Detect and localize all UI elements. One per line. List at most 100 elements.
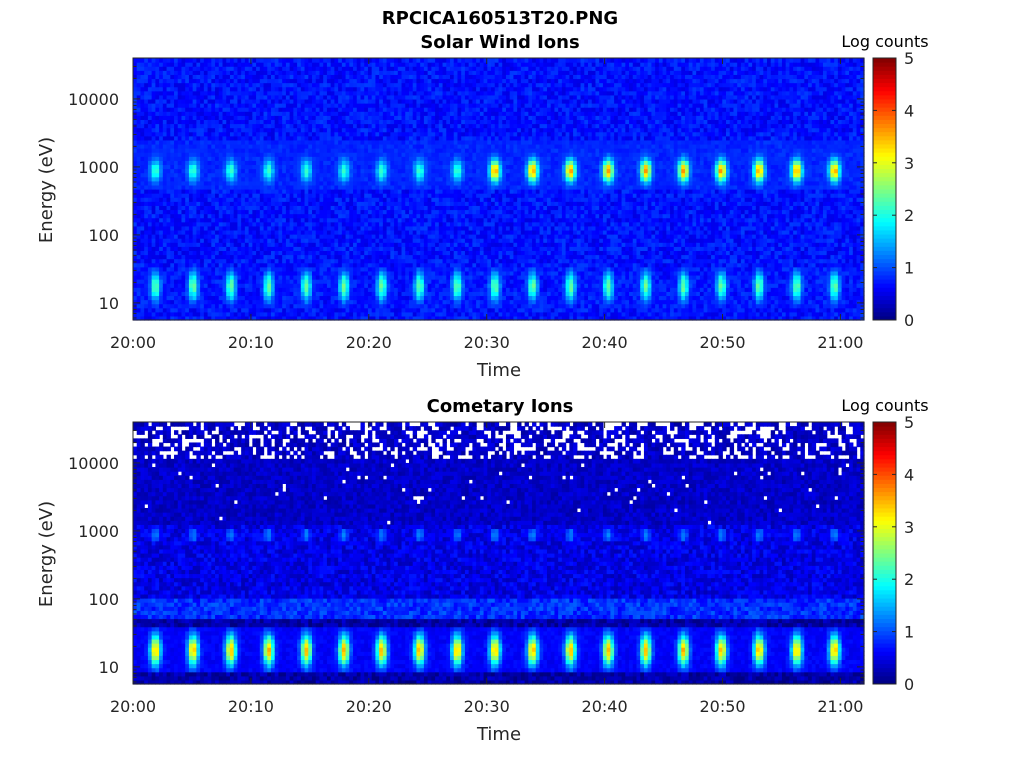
heatmap-cell [208,205,212,210]
heatmap-cell [159,70,163,75]
heatmap-cell [402,156,406,161]
heatmap-cell [245,160,249,165]
heatmap-cell [286,152,290,157]
heatmap-cell [185,181,189,186]
heatmap-cell [293,115,297,120]
heatmap-cell [237,99,241,104]
heatmap-cell [223,128,227,133]
heatmap-cell [260,287,264,292]
heatmap-cell [170,181,174,186]
heatmap-cell [181,169,185,174]
heatmap-cell [319,283,323,288]
heatmap-cell [193,287,197,292]
heatmap-cell [137,140,141,145]
heatmap-cell [342,156,346,161]
heatmap-cell [312,193,316,198]
heatmap-cell [252,234,256,239]
heatmap-cell [155,58,159,63]
heatmap-cell [416,164,420,169]
heatmap-cell [211,300,215,305]
heatmap-cell [137,255,141,260]
heatmap-cell [368,66,372,71]
heatmap-cell [155,70,159,75]
heatmap-cell [275,177,279,182]
heatmap-cell [364,115,368,120]
heatmap-cell [420,259,424,264]
heatmap-cell [413,295,417,300]
heatmap-cell [181,95,185,100]
heatmap-cell [416,205,420,210]
heatmap-cell [305,308,309,313]
heatmap-cell [342,83,346,88]
heatmap-cell [170,201,174,206]
heatmap-cell [144,218,148,223]
heatmap-cell [409,308,413,313]
heatmap-cell [357,312,361,317]
heatmap-cell [223,91,227,96]
heatmap-cell [178,83,182,88]
heatmap-cell [271,214,275,219]
heatmap-cell [394,304,398,309]
heatmap-cell [241,246,245,251]
heatmap-cell [230,124,234,129]
heatmap-cell [264,99,268,104]
heatmap-cell [148,295,152,300]
heatmap-cell [316,111,320,116]
heatmap-cell [189,197,193,202]
heatmap-cell [181,74,185,79]
heatmap-cell [405,230,409,235]
heatmap-cell [144,205,148,210]
heatmap-cell [323,103,327,108]
heatmap-cell [361,226,365,231]
heatmap-cell [159,312,163,317]
heatmap-cell [204,283,208,288]
heatmap-cell [368,259,372,264]
heatmap-cell [167,201,171,206]
heatmap-cell [346,74,350,79]
heatmap-cell [208,74,212,79]
heatmap-cell [357,234,361,239]
heatmap-cell [301,234,305,239]
heatmap-cell [379,246,383,251]
heatmap-cell [271,250,275,255]
heatmap-cell [301,181,305,186]
heatmap-cell [163,263,167,268]
heatmap-cell [185,234,189,239]
heatmap-cell [215,312,219,317]
heatmap-cell [346,164,350,169]
heatmap-cell [264,275,268,280]
heatmap-cell [327,267,331,272]
heatmap-cell [219,197,223,202]
heatmap-cell [189,271,193,276]
heatmap-cell [379,70,383,75]
heatmap-cell [271,144,275,149]
heatmap-cell [234,62,238,67]
heatmap-cell [208,115,212,120]
heatmap-cell [249,267,253,272]
heatmap-cell [215,140,219,145]
heatmap-cell [140,160,144,165]
heatmap-cell [334,287,338,292]
heatmap-cell [144,160,148,165]
heatmap-cell [152,156,156,161]
heatmap-cell [252,107,256,112]
heatmap-cell [375,279,379,284]
heatmap-cell [394,185,398,190]
heatmap-cell [308,287,312,292]
heatmap-cell [312,189,316,194]
heatmap-cell [256,119,260,124]
heatmap-cell [170,218,174,223]
heatmap-cell [405,62,409,67]
heatmap-cell [305,119,309,124]
heatmap-cell [312,181,316,186]
heatmap-cell [275,246,279,251]
heatmap-cell [200,107,204,112]
heatmap-cell [364,291,368,296]
heatmap-cell [223,201,227,206]
heatmap-cell [185,259,189,264]
heatmap-cell [185,99,189,104]
heatmap-cell [319,295,323,300]
heatmap-cell [178,242,182,247]
heatmap-cell [305,124,309,129]
heatmap-cell [252,103,256,108]
